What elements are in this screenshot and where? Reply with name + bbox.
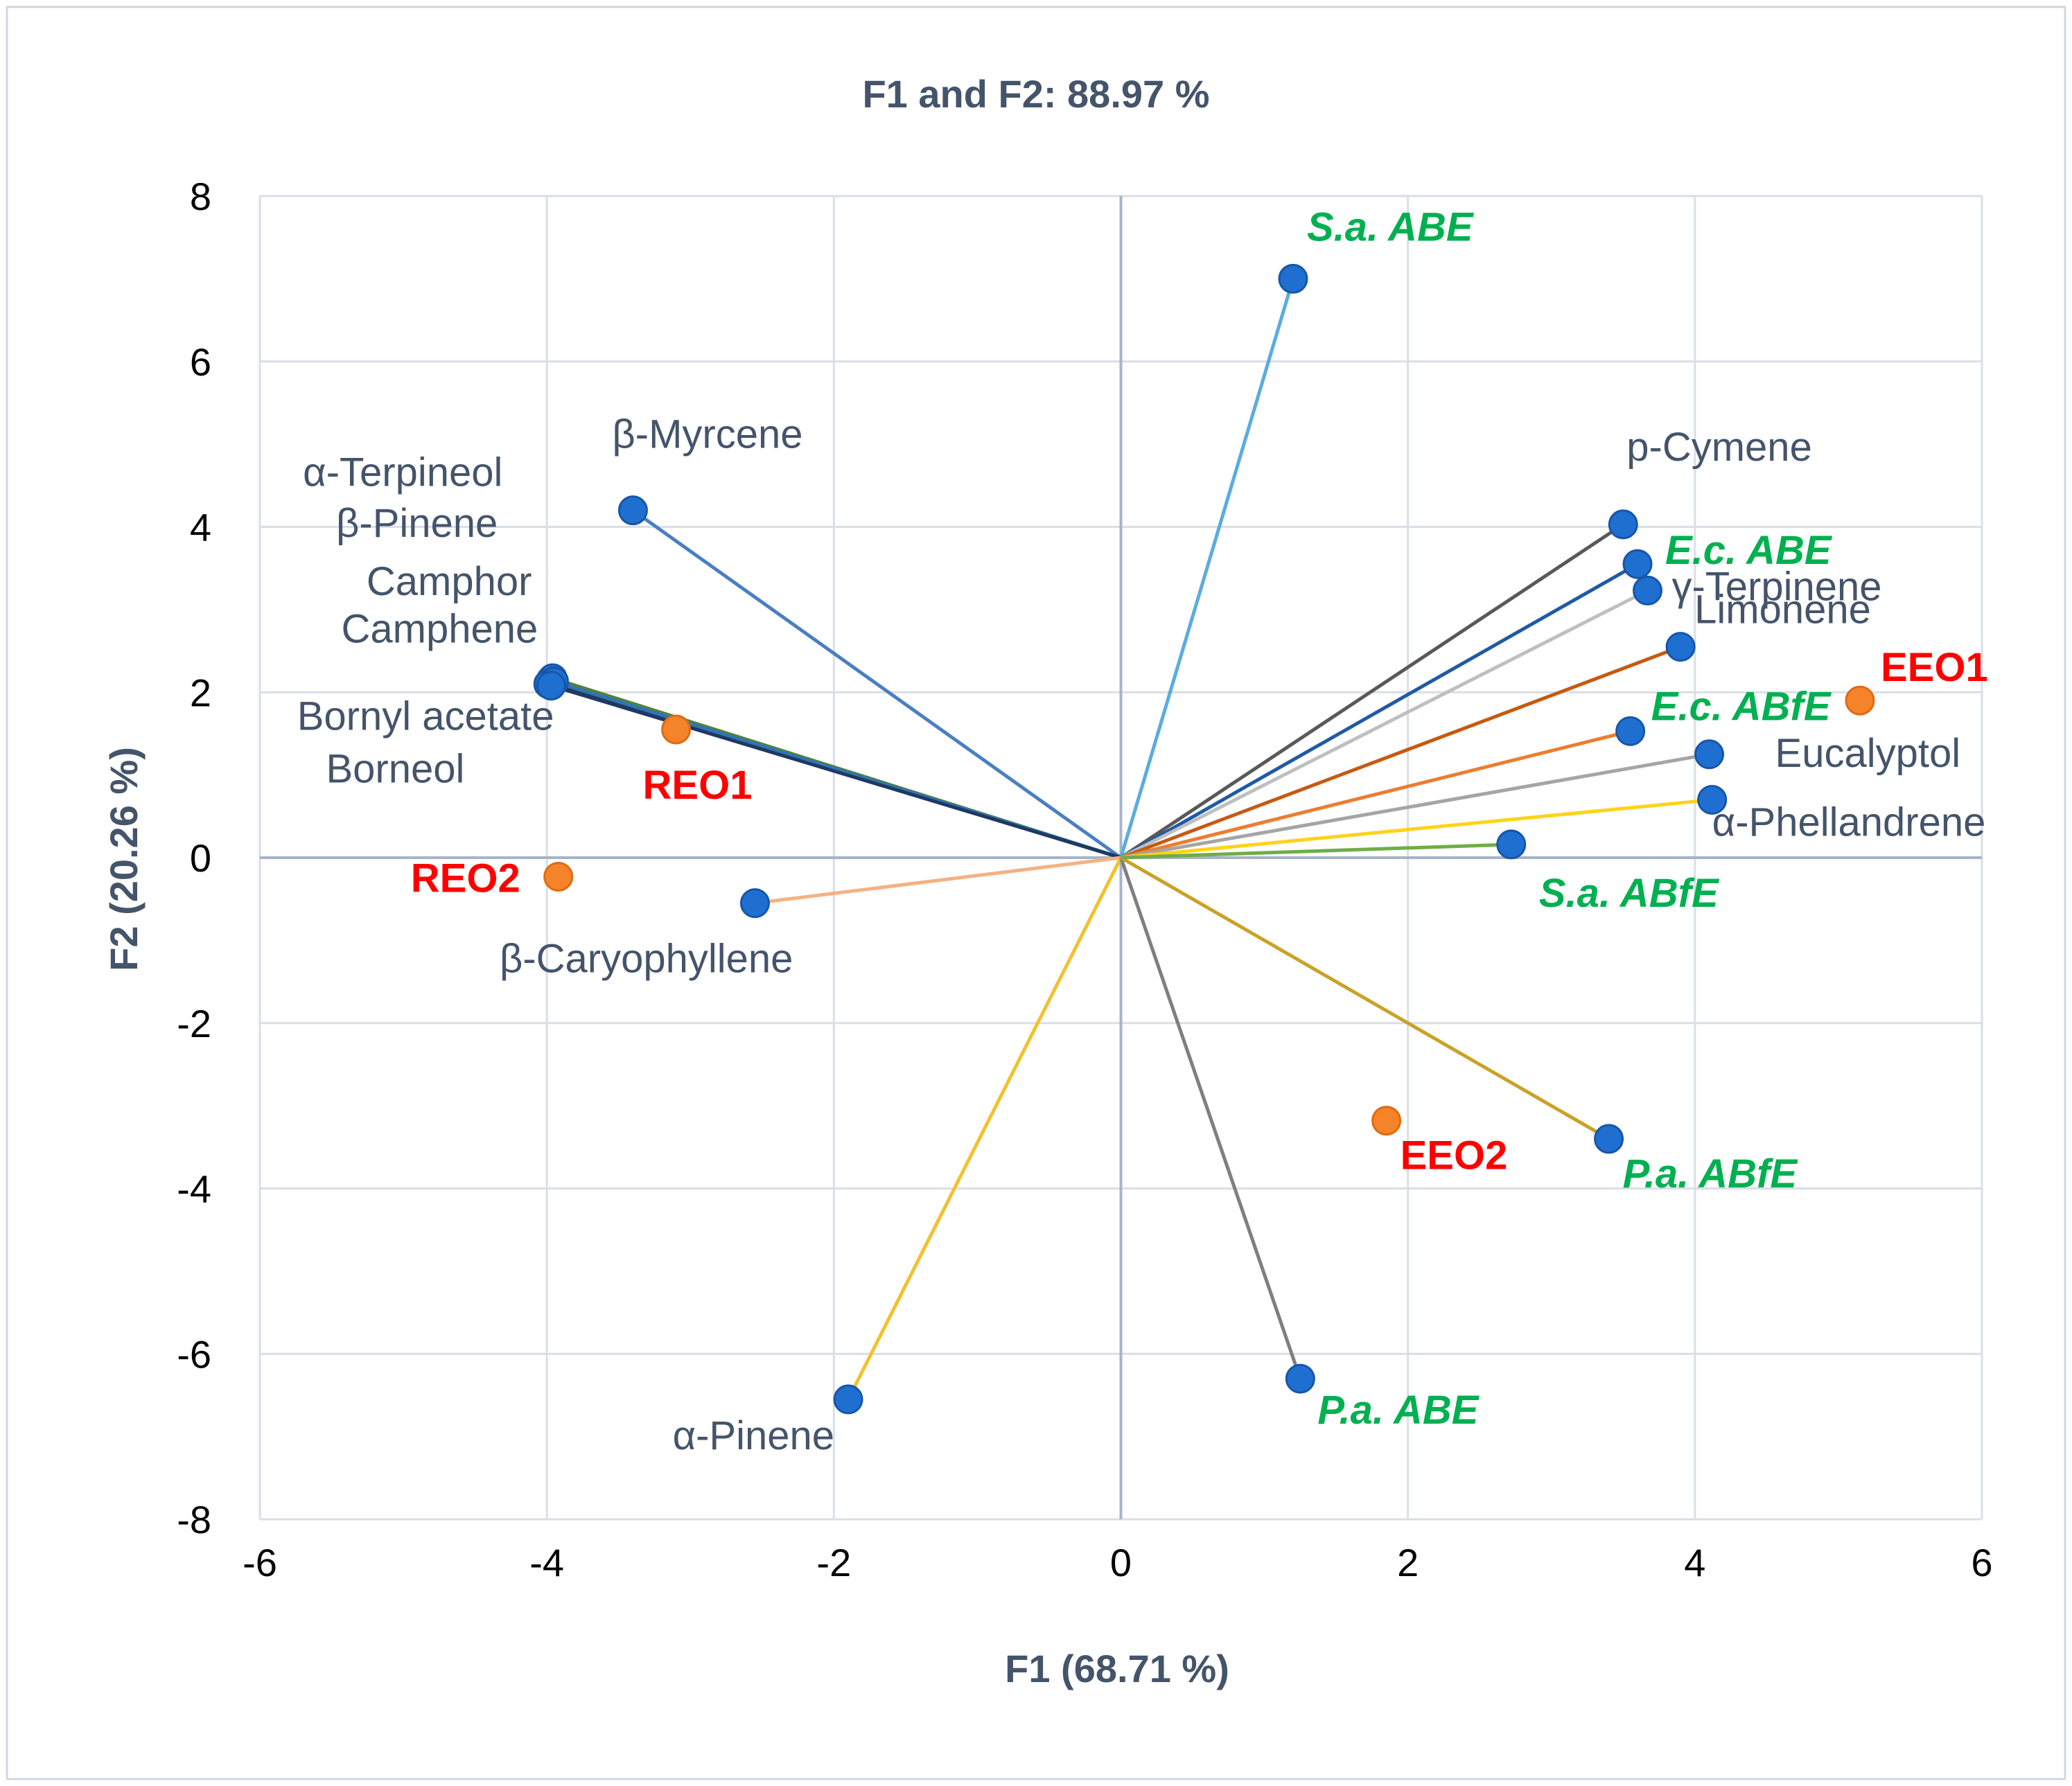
variable-label: S.a. ABE — [1307, 204, 1475, 249]
vector-line — [1120, 522, 1624, 860]
vector-line — [1120, 563, 1639, 860]
variable-label: γ-Terpinene — [1671, 564, 1881, 609]
y-tick-label: -2 — [177, 1002, 211, 1045]
variable-label: E.c. ABE — [1665, 528, 1833, 573]
variable-point — [1278, 263, 1308, 294]
y-tick-label: 6 — [190, 340, 211, 384]
variable-point — [1694, 739, 1725, 770]
variable-label: β-Caryophyllene — [500, 937, 793, 982]
variable-point — [1615, 716, 1646, 746]
vector-line — [1121, 752, 1710, 860]
variable-label: P.a. ABfE — [1623, 1151, 1799, 1196]
variable-point — [833, 1384, 863, 1415]
y-tick-label: 8 — [190, 175, 211, 218]
variable-label: α-Phellandrene — [1712, 799, 1986, 845]
observation-point — [661, 714, 692, 745]
chart-title: F1 and F2: 88.97 % — [862, 72, 1209, 116]
variable-point — [1594, 1124, 1624, 1154]
vector-line — [1119, 278, 1295, 858]
observation-label: EEO2 — [1401, 1133, 1508, 1178]
variable-point — [536, 671, 566, 701]
x-tick-label: 4 — [1684, 1541, 1705, 1584]
vector-line — [1120, 729, 1631, 860]
chart-frame — [6, 6, 2066, 1780]
x-tick-label: -4 — [529, 1541, 564, 1584]
y-tick-label: 2 — [190, 671, 211, 714]
observation-label: REO2 — [411, 856, 520, 901]
variable-point — [1622, 549, 1653, 579]
observation-label: EEO1 — [1881, 645, 1988, 690]
observation-point — [543, 861, 574, 892]
y-tick-label: -6 — [177, 1332, 211, 1376]
point-labels: S.a. ABE β-Myrcene α-Terpineol β-Pinene Camp… — [297, 204, 1988, 1458]
y-tick-label: -8 — [177, 1498, 211, 1541]
variable-point — [1632, 575, 1662, 605]
x-tick-label: 0 — [1110, 1541, 1132, 1584]
vector-line — [550, 684, 1122, 860]
vector-line — [1119, 857, 1302, 1379]
observation-label: REO1 — [643, 763, 753, 808]
x-tick-label: -6 — [243, 1541, 277, 1584]
variable-point — [1285, 1363, 1315, 1394]
y-tick-label: -4 — [177, 1167, 211, 1211]
variable-vectors — [547, 278, 1712, 1401]
variable-point — [1496, 829, 1527, 860]
variable-point — [1665, 632, 1696, 662]
vector-line — [1121, 797, 1712, 860]
y-axis-title: F2 (20.26 %) — [102, 747, 146, 971]
variable-label: Camphene — [341, 606, 538, 651]
variable-label: β-Myrcene — [612, 412, 802, 457]
tick-labels: -6 -4 -2 0 2 4 6 8 6 4 2 0 -2 -4 -6 -8 — [177, 175, 1992, 1584]
variable-label: S.a. ABfE — [1539, 871, 1720, 916]
observation-point — [1371, 1106, 1402, 1136]
vector-line — [1121, 842, 1511, 860]
variable-label: E.c. ABfE — [1651, 684, 1832, 729]
variable-label: α-Pinene — [673, 1413, 834, 1458]
vector-line — [631, 509, 1122, 860]
observation-point — [1845, 685, 1875, 716]
variable-point — [617, 495, 648, 526]
data-points — [533, 263, 1875, 1415]
vector-line — [755, 856, 1121, 905]
y-tick-label: 0 — [190, 836, 211, 880]
variable-label: p-Cymene — [1626, 425, 1812, 470]
variable-label: Limonene — [1694, 587, 1871, 633]
x-tick-label: 6 — [1971, 1541, 1992, 1584]
variable-label: Eucalyptol — [1775, 731, 1961, 776]
vector-line — [1120, 856, 1610, 1141]
x-tick-label: 2 — [1397, 1541, 1419, 1584]
vector-line — [1120, 645, 1682, 860]
variable-label: Camphor — [367, 559, 532, 604]
variable-label: P.a. ABE — [1317, 1388, 1480, 1433]
y-tick-label: 4 — [190, 506, 211, 549]
variable-point — [1608, 509, 1638, 540]
variable-point — [739, 888, 770, 919]
variable-label: Borneol — [326, 747, 464, 792]
x-tick-label: -2 — [816, 1541, 851, 1584]
vector-line — [1120, 589, 1649, 860]
vector-line — [846, 856, 1123, 1401]
variable-label: α-Terpineol — [303, 450, 502, 495]
variable-point — [1697, 784, 1728, 815]
variable-label: Bornyl acetate — [297, 694, 554, 739]
x-axis-title: F1 (68.71 %) — [1005, 1647, 1229, 1690]
variable-label: β-Pinene — [336, 501, 498, 546]
